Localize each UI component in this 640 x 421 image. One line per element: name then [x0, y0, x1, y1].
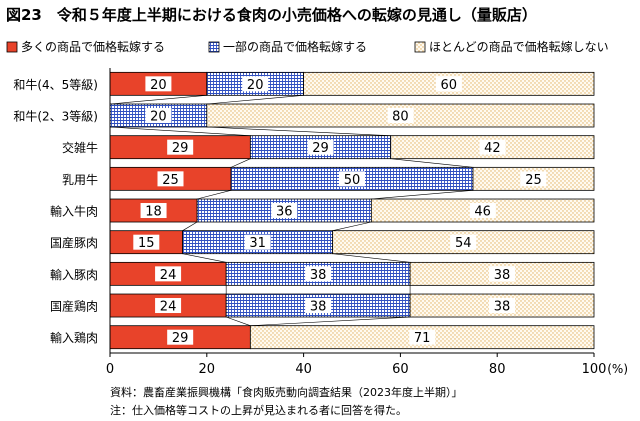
category-label: 国産鶏肉	[50, 299, 98, 314]
connector-line	[182, 221, 198, 231]
connector-line	[230, 158, 251, 168]
connector-line	[250, 316, 411, 326]
x-tick-label: 100	[582, 362, 607, 377]
data-label: 25	[162, 173, 179, 188]
legend-label: 一部の商品で価格転嫁する	[223, 39, 367, 54]
data-label: 31	[249, 236, 266, 251]
data-label-bg	[155, 298, 182, 314]
category-label: 和牛(4、5等級)	[13, 77, 98, 92]
data-label: 25	[525, 173, 542, 188]
data-label: 24	[160, 300, 177, 315]
category-label: 輸入鶏肉	[50, 330, 98, 345]
legend: 多くの商品で価格転嫁する 一部の商品で価格転嫁する ほとんどの商品で価格転嫁しない	[6, 39, 609, 54]
connector-line	[109, 95, 207, 105]
data-label: 60	[441, 78, 458, 93]
data-label-bg	[271, 203, 298, 219]
data-label-bg	[489, 298, 516, 314]
category-label: 和牛(2、3等級)	[13, 109, 98, 124]
data-label: 36	[276, 205, 293, 220]
data-label: 50	[344, 173, 361, 188]
data-label: 38	[310, 300, 327, 315]
connector-line	[109, 126, 251, 136]
x-tick-label: 40	[295, 362, 312, 377]
data-label-bg	[155, 266, 182, 282]
data-label-bg	[435, 76, 462, 92]
category-label: 輸入牛肉	[50, 204, 98, 219]
data-label: 42	[484, 141, 501, 156]
bars: 20 20 60 20 80 29 29 42 25 50 25 18 36 46 15 31 54 24 38 38…	[109, 71, 595, 350]
data-label: 38	[494, 300, 511, 315]
data-label-bg	[167, 139, 194, 155]
category-label: 乳用牛	[62, 172, 98, 187]
connector-line	[226, 316, 251, 326]
data-label-bg	[479, 139, 506, 155]
x-tick-label: 0	[106, 362, 114, 377]
data-label: 29	[172, 331, 189, 346]
data-label-bg	[489, 266, 516, 282]
category-label: 交雑牛	[62, 140, 98, 155]
connector-lines	[109, 95, 474, 326]
data-label-bg	[450, 234, 477, 250]
category-label: 輸入豚肉	[50, 267, 98, 282]
legend-swatch	[414, 41, 426, 53]
data-label-bg	[520, 171, 547, 187]
data-label: 46	[474, 205, 491, 220]
data-label-bg	[167, 329, 194, 345]
data-label: 29	[172, 141, 189, 156]
data-label: 38	[494, 268, 511, 283]
data-label: 18	[145, 205, 162, 220]
data-label: 20	[247, 78, 264, 93]
data-label: 54	[455, 236, 472, 251]
data-label: 38	[310, 268, 327, 283]
x-axis: 0 20 40 60 80 100 (%)	[106, 68, 628, 377]
data-label-bg	[140, 203, 167, 219]
connector-line	[206, 126, 391, 136]
data-label: 24	[160, 268, 177, 283]
connector-line	[197, 190, 232, 200]
x-tick-label: 60	[392, 362, 409, 377]
data-label-bg	[133, 234, 160, 250]
data-label-bg	[145, 108, 172, 124]
data-label-bg	[242, 76, 269, 92]
connector-line	[332, 253, 411, 263]
source-note: 資料：農畜産業振興機構「食肉販売動向調査結果（2023年度上半期）」	[110, 386, 463, 399]
data-label: 15	[138, 236, 155, 251]
connector-line	[206, 95, 304, 105]
connector-line	[390, 158, 474, 168]
x-unit-label: (%)	[607, 362, 628, 376]
category-label: 国産豚肉	[50, 235, 98, 250]
connector-line	[371, 190, 474, 200]
data-label: 80	[392, 110, 409, 125]
category-labels: 和牛(4、5等級) 和牛(2、3等級) 交雑牛乳用牛輸入牛肉国産豚肉輸入豚肉国産鶏肉…	[13, 77, 98, 345]
x-tick-label: 20	[199, 362, 216, 377]
data-label-bg	[145, 76, 172, 92]
connector-line	[182, 253, 227, 263]
legend-label: 多くの商品で価格転嫁する	[21, 39, 165, 54]
chart-title: 図23 令和５年度上半期における食肉の小売価格への転嫁の見通し（量販店）	[6, 6, 537, 24]
legend-label: ほとんどの商品で価格転嫁しない	[429, 39, 609, 54]
legend-swatch	[6, 41, 18, 53]
connector-line	[332, 221, 372, 231]
legend-swatch	[208, 41, 220, 53]
data-label: 20	[150, 78, 167, 93]
data-label: 29	[312, 141, 329, 156]
data-label-bg	[305, 266, 332, 282]
data-label-bg	[305, 298, 332, 314]
data-label-bg	[307, 139, 334, 155]
data-label-bg	[339, 171, 365, 187]
data-label-bg	[469, 203, 496, 219]
data-label: 20	[150, 110, 167, 125]
data-label-bg	[409, 329, 436, 345]
x-tick-label: 80	[489, 362, 506, 377]
data-label: 71	[414, 331, 431, 346]
data-label-bg	[244, 234, 271, 250]
data-label-bg	[157, 171, 184, 187]
footnote: 注：仕入価格等コストの上昇が見込まれる者に回答を得た。	[110, 404, 407, 417]
data-label-bg	[387, 108, 414, 124]
